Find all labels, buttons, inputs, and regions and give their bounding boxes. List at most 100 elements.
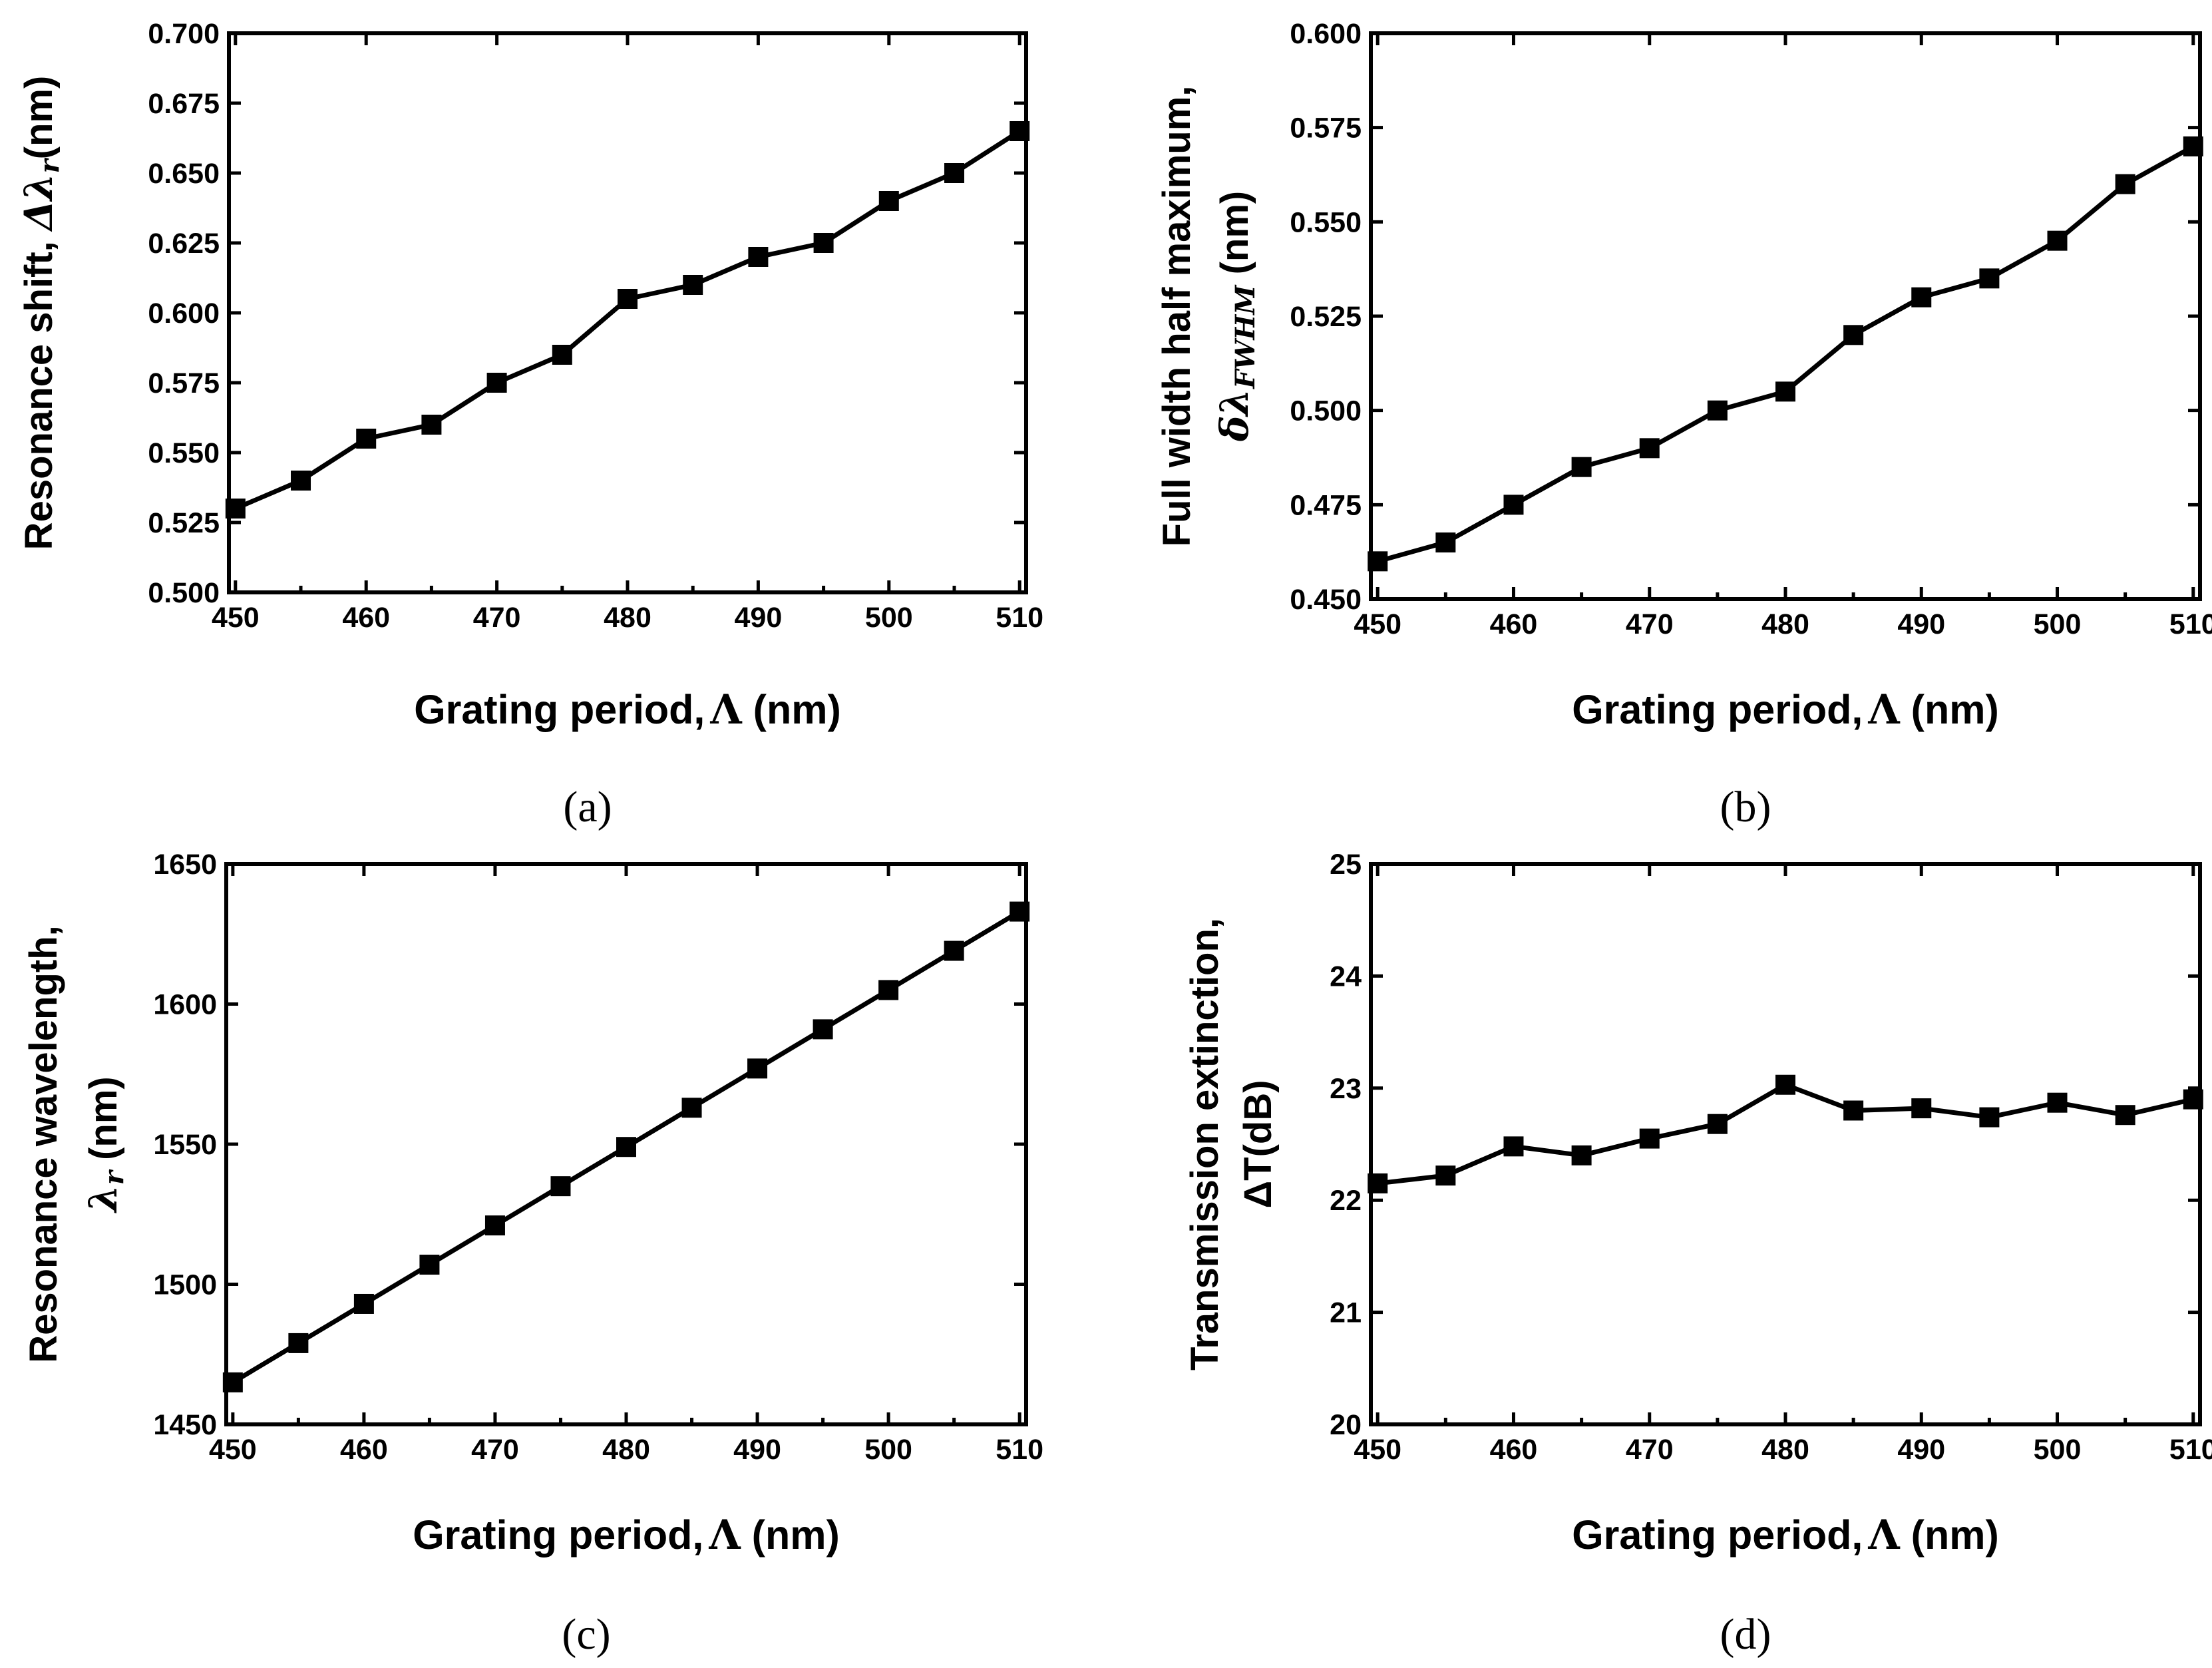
data-point-a-5 — [552, 345, 572, 365]
y-tick-label-a-2: 0.550 — [148, 437, 220, 469]
x-tick-label-b-6: 510 — [2169, 608, 2212, 640]
x-tick-label-a-4: 490 — [735, 602, 783, 634]
data-point-b-1 — [1435, 532, 1456, 552]
y-tick-label-b-0: 0.450 — [1290, 584, 1362, 616]
data-point-c-12 — [1010, 901, 1030, 922]
data-point-c-11 — [944, 940, 964, 961]
x-axis-label-d: Grating period, Λ (nm) — [1572, 1512, 1999, 1559]
y-tick-label-a-5: 0.625 — [148, 228, 220, 260]
x-tick-label-b-5: 500 — [2034, 608, 2082, 640]
panel-label-d: (d) — [1720, 1610, 1771, 1659]
data-point-c-9 — [813, 1019, 833, 1040]
series-line-b — [1377, 144, 2195, 564]
data-point-b-6 — [1775, 381, 1795, 402]
data-point-a-2 — [356, 429, 377, 449]
data-point-a-8 — [748, 247, 769, 267]
y-tick-label-c-2: 1550 — [153, 1129, 217, 1161]
data-point-b-2 — [1503, 495, 1524, 515]
data-point-c-7 — [681, 1098, 702, 1118]
y-tick-label-b-1: 0.475 — [1290, 489, 1362, 521]
series-line-d — [1377, 1082, 2194, 1186]
x-tick-label-b-2: 470 — [1626, 608, 1674, 640]
y-axis-label-d-line1: Transmission extinction, — [1183, 918, 1226, 1370]
data-point-a-9 — [813, 233, 834, 253]
data-point-a-4 — [486, 373, 507, 393]
y-tick-label-a-4: 0.600 — [148, 298, 220, 329]
y-axis-label-c-line2: λr (nm) — [81, 1076, 130, 1214]
x-tick-label-a-6: 510 — [996, 602, 1043, 634]
chart-panel-d: 450 460 470 480 490 500 510 20 21 22 23 24 25 Grating… — [1183, 849, 2212, 1659]
y-tick-label-d-0: 20 — [1330, 1409, 1362, 1441]
x-tick-label-b-3: 480 — [1761, 608, 1809, 640]
data-point-c-2 — [353, 1293, 374, 1314]
x-tick-label-c-0: 450 — [209, 1434, 257, 1466]
plot-frame-d — [1369, 862, 2202, 1426]
data-point-b-12 — [2183, 136, 2203, 156]
y-tick-label-a-3: 0.575 — [148, 367, 220, 399]
x-tick-label-c-4: 490 — [733, 1434, 781, 1466]
y-axis-label-b-line1: Full width half maximum, — [1155, 86, 1198, 547]
x-tick-label-c-6: 510 — [996, 1434, 1043, 1466]
x-tick-label-d-1: 460 — [1490, 1434, 1538, 1466]
data-point-b-11 — [2115, 174, 2135, 194]
data-point-a-10 — [878, 191, 899, 211]
data-point-c-0 — [222, 1372, 243, 1392]
data-point-d-1 — [1435, 1165, 1456, 1186]
data-point-a-1 — [291, 471, 311, 491]
data-point-c-4 — [484, 1215, 505, 1236]
x-tick-label-d-2: 470 — [1626, 1434, 1674, 1466]
x-axis-label-a: Grating period, Λ (nm) — [414, 686, 841, 733]
data-point-d-11 — [2115, 1105, 2135, 1126]
x-tick-label-b-1: 460 — [1490, 608, 1538, 640]
x-tick-label-b-0: 450 — [1354, 608, 1401, 640]
data-point-b-7 — [1843, 325, 1864, 345]
data-point-b-9 — [1979, 268, 2000, 289]
y-tick-label-d-1: 21 — [1330, 1297, 1362, 1329]
data-point-b-10 — [2047, 230, 2068, 251]
data-point-d-0 — [1368, 1173, 1388, 1193]
data-point-b-3 — [1571, 457, 1592, 477]
x-tick-label-d-5: 500 — [2034, 1434, 2082, 1466]
data-point-d-3 — [1571, 1145, 1592, 1165]
panel-label-b: (b) — [1720, 783, 1771, 831]
y-tick-label-d-4: 24 — [1330, 960, 1362, 992]
chart-panel-a: 450 460 470 480 490 500 510 0.500 0.525 0.550 0.57… — [16, 18, 1043, 831]
data-point-d-8 — [1911, 1098, 1932, 1119]
data-point-c-5 — [550, 1176, 571, 1197]
y-tick-label-d-2: 22 — [1330, 1185, 1362, 1217]
x-axis-label-b: Grating period, Λ (nm) — [1572, 686, 1999, 733]
y-tick-label-c-4: 1650 — [153, 849, 217, 881]
data-point-c-1 — [288, 1333, 309, 1353]
chart-panel-b: 450 460 470 480 490 500 510 0.450 0.475 0.500 0.52… — [1155, 18, 2212, 831]
data-point-b-4 — [1639, 438, 1660, 459]
y-tick-label-c-3: 1600 — [153, 989, 217, 1021]
data-point-d-9 — [1979, 1107, 2000, 1128]
y-tick-label-a-8: 0.700 — [148, 18, 220, 50]
data-point-b-8 — [1911, 287, 1932, 308]
x-tick-label-d-3: 480 — [1761, 1434, 1809, 1466]
data-point-a-7 — [683, 275, 703, 295]
y-tick-label-b-4: 0.550 — [1290, 206, 1362, 238]
data-point-c-8 — [747, 1058, 768, 1079]
x-tick-label-d-0: 450 — [1354, 1434, 1401, 1466]
data-point-d-4 — [1639, 1128, 1660, 1149]
x-tick-label-b-4: 490 — [1897, 608, 1945, 640]
data-point-c-6 — [616, 1137, 636, 1157]
panel-label-a: (a) — [563, 783, 612, 831]
y-tick-label-b-2: 0.500 — [1290, 395, 1362, 427]
y-tick-label-b-5: 0.575 — [1290, 112, 1362, 144]
x-tick-label-c-1: 460 — [340, 1434, 388, 1466]
x-tick-label-c-3: 480 — [602, 1434, 650, 1466]
x-tick-label-a-0: 450 — [212, 602, 260, 634]
x-tick-label-a-5: 500 — [865, 602, 913, 634]
x-tick-label-c-2: 470 — [471, 1434, 519, 1466]
y-tick-label-a-6: 0.650 — [148, 158, 220, 190]
chart-panel-c: 450 460 470 480 490 500 510 1450 1500 1550 1600 165… — [22, 849, 1043, 1659]
y-axis-label-a: Resonance shift, Δλr(nm) — [16, 76, 65, 550]
x-tick-label-c-5: 500 — [864, 1434, 912, 1466]
x-tick-label-d-6: 510 — [2169, 1434, 2212, 1466]
y-tick-label-a-0: 0.500 — [148, 577, 220, 609]
y-axis-label-d-line2: ΔT(dB) — [1236, 1080, 1280, 1208]
data-point-c-3 — [419, 1255, 440, 1275]
